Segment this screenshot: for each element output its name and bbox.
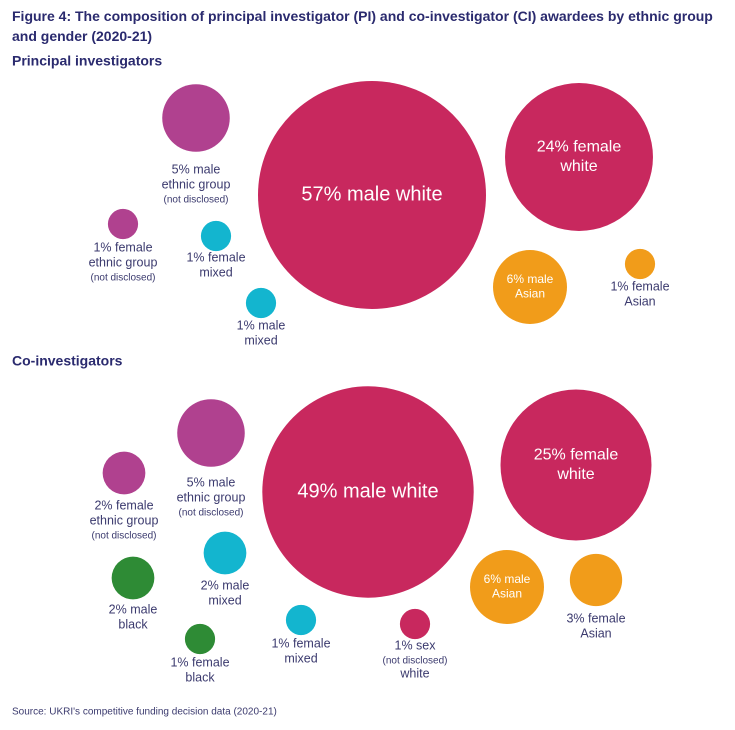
bubble-label: Asian — [515, 286, 545, 300]
bubble-label: mixed — [244, 333, 277, 347]
bubble-label: 1% male — [237, 318, 286, 332]
bubble-label: 1% female — [93, 240, 152, 254]
bubble-label: mixed — [208, 593, 241, 607]
bubble — [102, 451, 146, 495]
bubble-label: 25% female — [534, 447, 619, 464]
bubble — [493, 250, 567, 324]
bubble-label: 1% female — [271, 636, 330, 650]
panel-title: Principal investigators — [12, 53, 162, 69]
bubble-label: 5% male — [172, 162, 221, 176]
bubble-label: 2% male — [109, 602, 158, 616]
bubble-label: Asian — [492, 586, 522, 600]
bubble-label: 49% male white — [297, 480, 438, 502]
bubble-label: white — [556, 466, 594, 483]
bubble — [184, 623, 216, 655]
figure-title: Figure 4: The composition of principal i… — [12, 8, 713, 44]
bubble — [624, 248, 656, 280]
bubble-label: ethnic group — [90, 513, 159, 527]
bubble-label: 2% female — [94, 498, 153, 512]
bubble-label: 5% male — [187, 475, 236, 489]
bubble — [162, 84, 230, 152]
bubble — [470, 550, 544, 624]
bubble-label: 1% female — [186, 250, 245, 264]
bubble-label: ethnic group — [177, 490, 246, 504]
bubble-label: 6% male — [507, 272, 554, 286]
bubble-label: 1% female — [610, 279, 669, 293]
bubble-label: (not disclosed) — [91, 531, 156, 542]
bubble-label: black — [118, 617, 148, 631]
source-note: Source: UKRI's competitive funding decis… — [12, 707, 277, 718]
bubble-label: (not disclosed) — [178, 508, 243, 519]
bubble-label: Asian — [624, 294, 655, 308]
bubble-label: 1% female — [170, 655, 229, 669]
bubble-label: (not disclosed) — [382, 656, 447, 667]
bubble-label: 3% female — [566, 611, 625, 625]
bubble — [107, 208, 139, 240]
bubble-label: (not disclosed) — [90, 273, 155, 284]
bubble — [177, 399, 245, 467]
bubble — [258, 81, 486, 309]
bubble-label: ethnic group — [89, 255, 158, 269]
bubble — [111, 556, 155, 600]
bubble-label: mixed — [199, 265, 232, 279]
bubble-label: ethnic group — [162, 177, 231, 191]
bubble — [245, 287, 277, 319]
bubble-label: white — [559, 158, 597, 175]
bubble — [569, 553, 623, 607]
bubble — [500, 389, 652, 541]
bubble-label: 2% male — [201, 578, 250, 592]
bubble — [285, 604, 317, 636]
bubble-label: Asian — [580, 626, 611, 640]
bubble — [203, 531, 247, 575]
bubble-label: 57% male white — [301, 183, 442, 205]
bubble-label: 6% male — [484, 572, 531, 586]
bubble — [262, 386, 474, 598]
panel-title: Co-investigators — [12, 353, 123, 369]
bubble — [399, 608, 431, 640]
bubble-label: mixed — [284, 651, 317, 665]
bubble-label: 1% sex — [395, 638, 437, 652]
bubble-label: white — [399, 666, 429, 680]
bubble-label: black — [185, 670, 215, 684]
bubble — [200, 220, 232, 252]
bubble-label: (not disclosed) — [163, 195, 228, 206]
bubble-label: 24% female — [537, 139, 622, 156]
bubble — [505, 83, 653, 231]
